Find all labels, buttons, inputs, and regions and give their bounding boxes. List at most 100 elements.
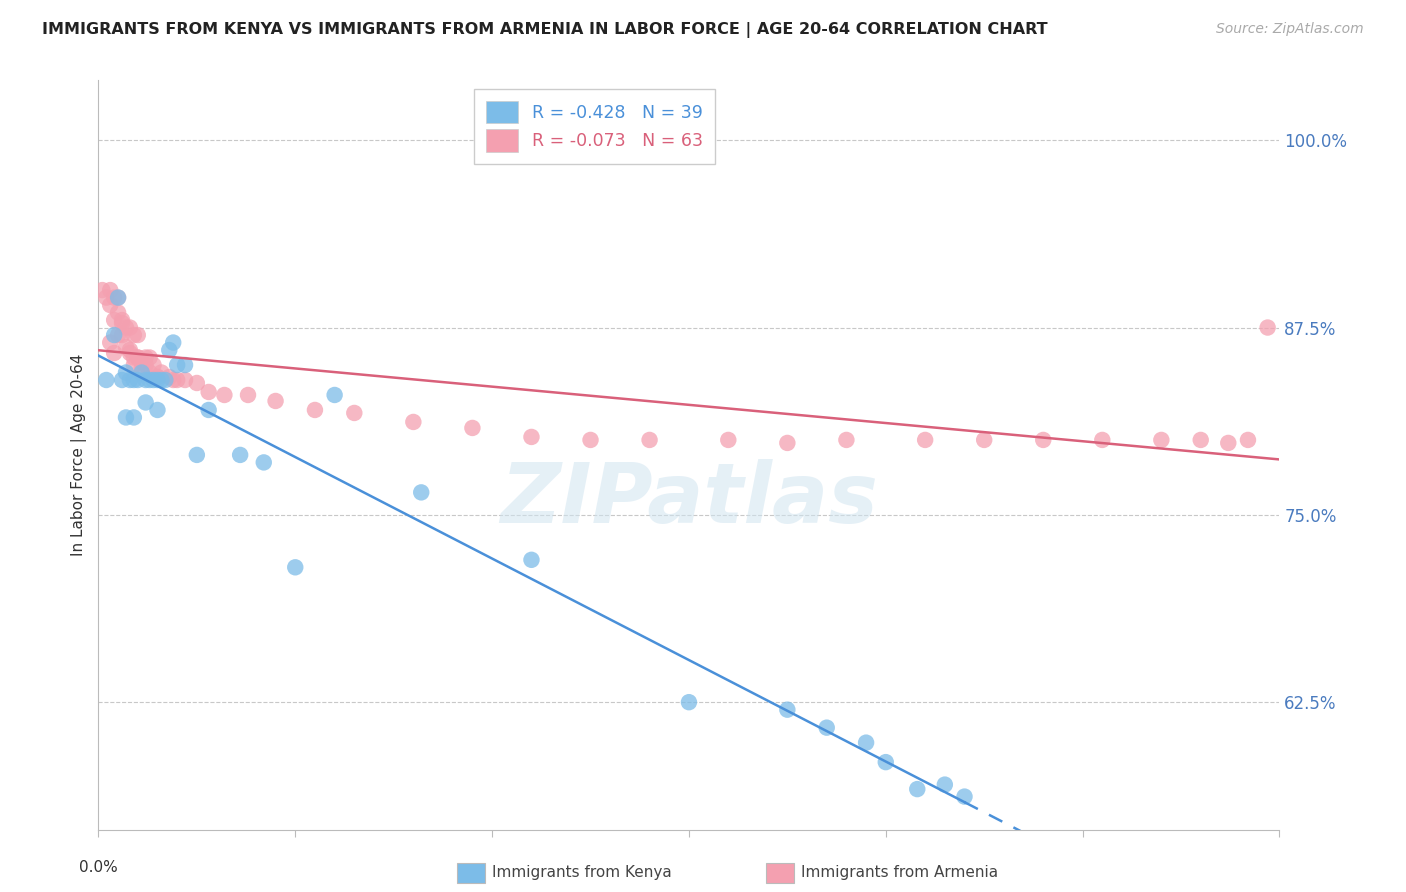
Point: [323, 388, 346, 402]
Point: [186, 448, 208, 462]
Point: [150, 366, 173, 380]
Point: [776, 436, 799, 450]
Point: [579, 433, 602, 447]
Point: [520, 553, 543, 567]
Point: [127, 351, 149, 365]
Point: [91, 283, 114, 297]
Point: [118, 343, 141, 357]
Point: [115, 320, 138, 334]
Text: 0.0%: 0.0%: [79, 860, 118, 874]
Point: [343, 406, 366, 420]
Point: [96, 291, 118, 305]
Point: [157, 370, 180, 384]
Point: [138, 373, 160, 387]
Point: [174, 358, 197, 372]
Text: ZIPatlas: ZIPatlas: [501, 459, 877, 541]
Point: [162, 373, 184, 387]
Point: [678, 695, 700, 709]
Point: [146, 403, 169, 417]
Point: [122, 373, 145, 387]
Text: IMMIGRANTS FROM KENYA VS IMMIGRANTS FROM ARMENIA IN LABOR FORCE | AGE 20-64 CORR: IMMIGRANTS FROM KENYA VS IMMIGRANTS FROM…: [42, 22, 1047, 38]
Point: [1257, 320, 1279, 334]
Point: [150, 373, 173, 387]
Point: [127, 373, 149, 387]
Point: [229, 448, 252, 462]
Point: [111, 328, 134, 343]
Point: [127, 351, 149, 365]
Point: [520, 430, 543, 444]
Point: [107, 305, 129, 319]
Point: [155, 373, 177, 387]
Point: [138, 366, 160, 380]
Point: [815, 721, 838, 735]
Point: [131, 361, 153, 376]
Point: [138, 351, 160, 365]
Point: [264, 394, 287, 409]
Point: [122, 351, 145, 365]
Point: [146, 370, 169, 384]
Point: [111, 373, 134, 387]
Point: [135, 351, 157, 365]
Point: [103, 313, 125, 327]
Legend: R = -0.428   N = 39, R = -0.073   N = 63: R = -0.428 N = 39, R = -0.073 N = 63: [474, 89, 714, 164]
Point: [118, 346, 141, 360]
Point: [98, 298, 121, 312]
Text: Immigrants from Kenya: Immigrants from Kenya: [492, 865, 672, 880]
Point: [1091, 433, 1114, 447]
Point: [1218, 436, 1240, 450]
Point: [103, 291, 125, 305]
Point: [115, 410, 138, 425]
Point: [115, 340, 138, 354]
Point: [107, 328, 129, 343]
Point: [197, 403, 219, 417]
Point: [115, 366, 138, 380]
Point: [103, 328, 125, 343]
Point: [122, 358, 145, 372]
Point: [118, 373, 141, 387]
Point: [166, 358, 188, 372]
Point: [197, 384, 219, 399]
Point: [214, 388, 236, 402]
Point: [1189, 433, 1212, 447]
Point: [98, 335, 121, 350]
Point: [174, 373, 197, 387]
Point: [284, 560, 307, 574]
Point: [107, 291, 129, 305]
Point: [142, 373, 165, 387]
Text: Immigrants from Armenia: Immigrants from Armenia: [801, 865, 998, 880]
Point: [111, 313, 134, 327]
Point: [127, 328, 149, 343]
Point: [638, 433, 661, 447]
Point: [111, 316, 134, 330]
Point: [461, 421, 484, 435]
Text: Source: ZipAtlas.com: Source: ZipAtlas.com: [1216, 22, 1364, 37]
Point: [131, 366, 153, 380]
Point: [835, 433, 858, 447]
Point: [122, 328, 145, 343]
Point: [253, 455, 276, 469]
Point: [973, 433, 995, 447]
Point: [934, 778, 956, 792]
Point: [135, 358, 157, 372]
Point: [855, 736, 877, 750]
Point: [118, 320, 141, 334]
Point: [107, 291, 129, 305]
Point: [157, 343, 180, 357]
Point: [776, 703, 799, 717]
Point: [131, 355, 153, 369]
Point: [402, 415, 425, 429]
Point: [953, 789, 976, 804]
Point: [135, 395, 157, 409]
Point: [186, 376, 208, 390]
Point: [103, 346, 125, 360]
Point: [166, 373, 188, 387]
Point: [162, 335, 184, 350]
Point: [142, 358, 165, 372]
Point: [717, 433, 740, 447]
Point: [236, 388, 259, 402]
Point: [304, 403, 326, 417]
Point: [875, 755, 897, 769]
Point: [914, 433, 936, 447]
Y-axis label: In Labor Force | Age 20-64: In Labor Force | Age 20-64: [72, 354, 87, 556]
Point: [96, 373, 118, 387]
